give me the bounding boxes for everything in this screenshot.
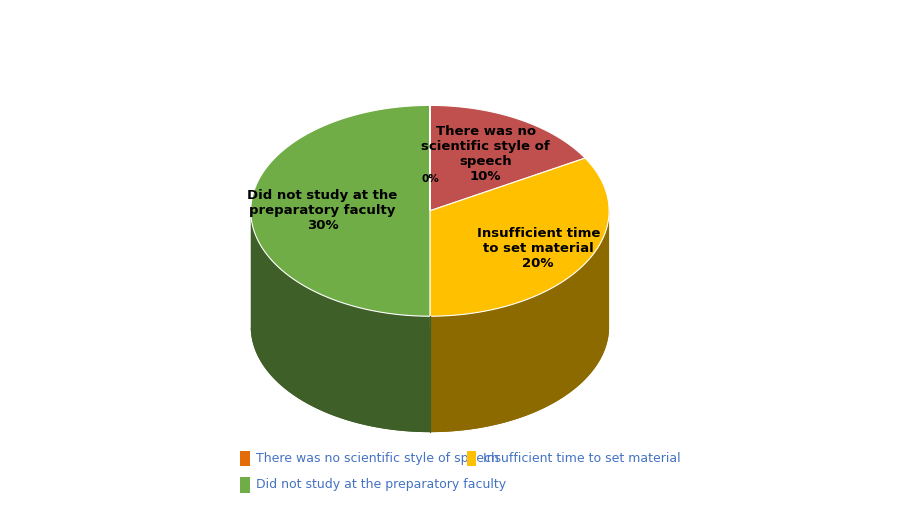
Polygon shape bbox=[251, 327, 430, 432]
Polygon shape bbox=[430, 105, 585, 211]
Polygon shape bbox=[251, 211, 430, 432]
Bar bbox=[467, 451, 476, 466]
Text: There was no
scientific style of
speech
10%: There was no scientific style of speech … bbox=[421, 125, 550, 183]
Text: Insufficient time
to set material
20%: Insufficient time to set material 20% bbox=[476, 227, 600, 269]
Text: Did not study at the preparatory faculty: Did not study at the preparatory faculty bbox=[256, 479, 506, 491]
Polygon shape bbox=[251, 105, 430, 316]
Bar bbox=[240, 477, 250, 493]
Polygon shape bbox=[430, 158, 609, 316]
Bar bbox=[240, 451, 250, 466]
Polygon shape bbox=[430, 327, 609, 432]
Text: 0%: 0% bbox=[421, 174, 438, 184]
Text: Did not study at the
preparatory faculty
30%: Did not study at the preparatory faculty… bbox=[247, 189, 398, 232]
Text: There was no scientific style of speech: There was no scientific style of speech bbox=[256, 452, 499, 465]
Text: Insufficient time to set material: Insufficient time to set material bbox=[483, 452, 680, 465]
Polygon shape bbox=[430, 211, 609, 432]
